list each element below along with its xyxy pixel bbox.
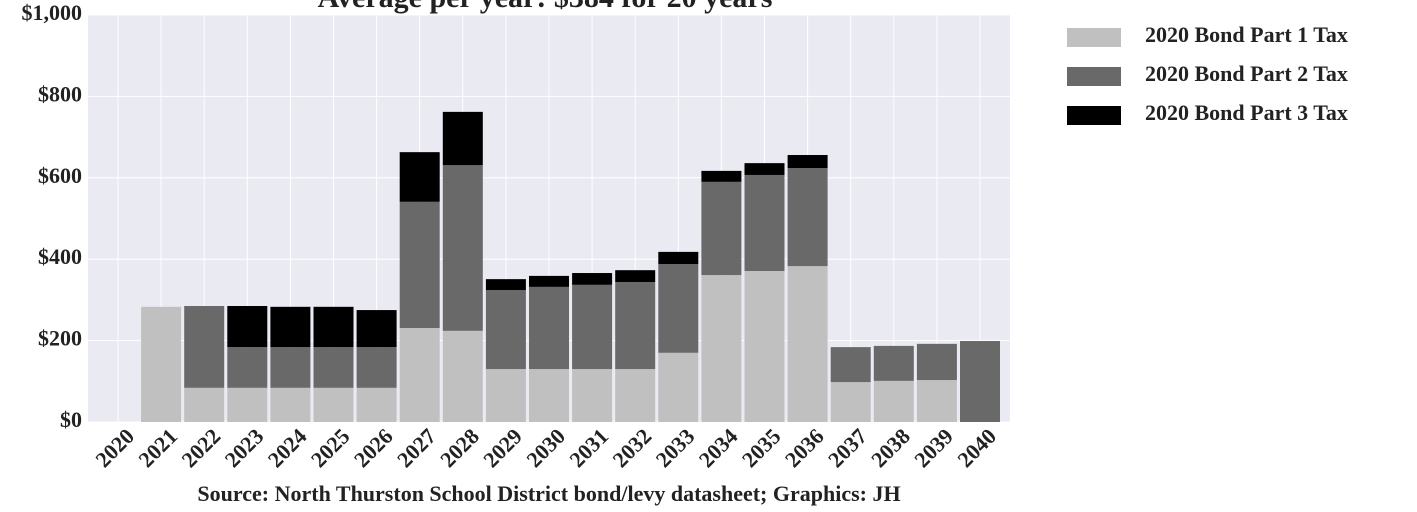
bar-segment (442, 111, 483, 166)
x-tick-label: 2031 (564, 423, 613, 472)
x-tick-label: 2021 (133, 423, 182, 472)
x-tick-label: 2039 (909, 423, 958, 472)
x-tick-label: 2029 (478, 423, 527, 472)
x-tick-label: 2034 (694, 423, 743, 472)
legend-swatch (1067, 106, 1121, 125)
legend-label: 2020 Bond Part 2 Tax (1145, 61, 1348, 86)
bar-segment (658, 352, 699, 422)
bar-segment (572, 273, 613, 285)
bar-segment (529, 369, 569, 422)
bar-segment (830, 382, 871, 422)
bar-segment (615, 369, 656, 422)
x-tick-label: 2027 (392, 423, 441, 472)
bar-segment (399, 327, 440, 422)
legend-swatch (1067, 67, 1121, 86)
bar-segment (529, 275, 569, 287)
x-tick-label: 2035 (737, 423, 786, 472)
x-tick-label: 2025 (306, 423, 355, 472)
legend-swatch (1067, 28, 1121, 47)
bar-segment (485, 279, 526, 291)
y-tick-label: $200 (38, 326, 82, 351)
x-tick-label: 2033 (651, 423, 700, 472)
bar-segment (873, 345, 914, 381)
bar-segment (227, 306, 268, 348)
y-tick-label: $600 (38, 163, 82, 188)
bar-segment (442, 165, 483, 331)
bar-segment (313, 306, 354, 348)
bar-segment (960, 341, 1000, 422)
x-tick-label: 2037 (823, 423, 872, 472)
bar-segment (356, 310, 397, 348)
x-tick-label: 2030 (521, 423, 570, 472)
x-tick-label: 2036 (780, 423, 829, 472)
bar-segment (356, 387, 397, 422)
bar-segment (270, 347, 311, 388)
bar-segment (141, 306, 182, 422)
bar-segment (485, 369, 526, 422)
bar-segment (184, 387, 225, 422)
bar-segment (787, 155, 828, 169)
x-tick-label: 2026 (349, 423, 398, 472)
bar-segment (442, 330, 483, 422)
bar-segment (227, 387, 268, 422)
bar-segment (744, 163, 785, 175)
bar-segment (270, 387, 311, 422)
y-tick-label: $800 (38, 81, 82, 106)
bar-segment (658, 264, 699, 353)
y-tick-label: $0 (60, 407, 82, 432)
x-tick-label: 2032 (608, 423, 657, 472)
x-tick-label: 2038 (866, 423, 915, 472)
x-tick-label: 2024 (263, 423, 312, 472)
bar-segment (356, 347, 397, 388)
bar-segment (399, 201, 440, 328)
bar-segment (572, 284, 613, 370)
bar-segment (270, 306, 311, 348)
bar-segment (787, 168, 828, 267)
y-tick-label: $1,000 (22, 0, 83, 25)
legend-label: 2020 Bond Part 3 Tax (1145, 100, 1348, 125)
chart-title: Average per year: $384 for 20 years (318, 0, 773, 14)
bar-segment (485, 290, 526, 370)
bar-segment (701, 181, 742, 276)
bar-segment (399, 152, 440, 202)
bar-segment (744, 174, 785, 272)
bar-segment (701, 275, 742, 422)
bar-segment (529, 286, 569, 370)
x-tick-label: 2040 (952, 423, 1001, 472)
bar-segment (787, 266, 828, 422)
bar-segment (313, 387, 354, 422)
bar-segment (658, 251, 699, 265)
x-tick-label: 2028 (435, 423, 484, 472)
x-tick-label: 2020 (90, 423, 139, 472)
bar-segment (184, 306, 225, 388)
x-tick-label: 2022 (177, 423, 226, 472)
bar-segment (572, 369, 613, 422)
bar-segment (873, 380, 914, 422)
bar-segment (744, 271, 785, 422)
bar-segment (916, 343, 957, 381)
x-tick-label: 2023 (220, 423, 269, 472)
bar-segment (701, 170, 742, 182)
bar-segment (227, 347, 268, 388)
bar-segment (313, 347, 354, 388)
bar-segment (916, 380, 957, 422)
y-tick-label: $400 (38, 244, 82, 269)
bar-segment (615, 270, 656, 282)
bar-segment (615, 281, 656, 370)
bar-segment (830, 347, 871, 383)
x-axis-label: Source: North Thurston School District b… (197, 481, 900, 506)
legend-label: 2020 Bond Part 1 Tax (1145, 22, 1348, 47)
